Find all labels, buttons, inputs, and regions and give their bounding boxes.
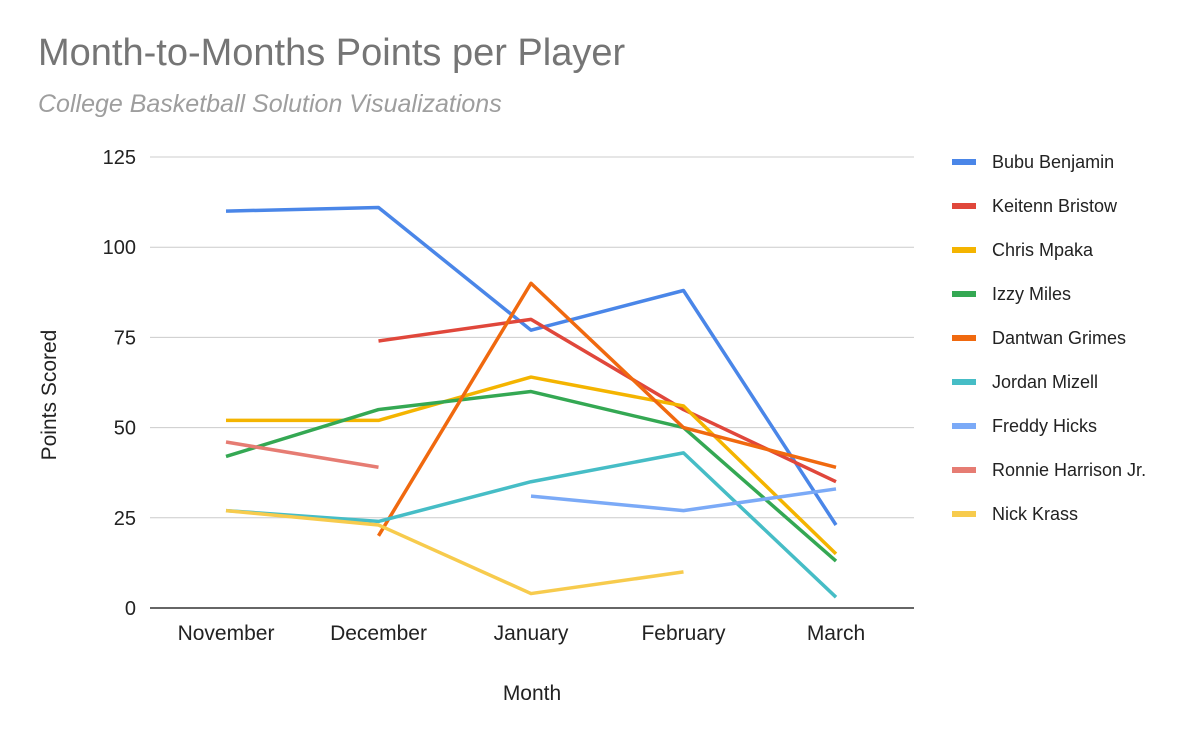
series-line-jordan-mizell [225, 451, 838, 599]
y-tick-label: 50 [114, 418, 136, 440]
legend-label: Nick Krass [992, 503, 1079, 524]
series-line-nick-krass [225, 508, 684, 596]
legend-label: Freddy Hicks [992, 415, 1098, 436]
x-axis-title: Month [503, 682, 561, 705]
legend-item: Bubu Benjamin [952, 140, 1192, 184]
legend-label: Izzy Miles [992, 283, 1072, 304]
x-tick-label: February [641, 622, 726, 645]
series-line-ronnie-harrison-jr [225, 440, 379, 470]
legend-swatch [952, 379, 976, 385]
series-segment [225, 451, 838, 599]
legend-swatch [952, 511, 976, 517]
series-lines [225, 205, 838, 599]
legend-swatch [952, 247, 976, 253]
legend-label: Dantwan Grimes [992, 327, 1127, 348]
legend-swatch [952, 335, 976, 341]
chart-legend: Bubu Benjamin Keitenn Bristow Chris Mpaka I… [952, 140, 1192, 536]
series-segment [225, 205, 838, 526]
series-line-bubu-benjamin [225, 205, 838, 526]
y-tick-label: 75 [114, 327, 136, 349]
legend-label: Jordan Mizell [992, 371, 1099, 392]
series-segment [530, 487, 837, 513]
series-line-chris-mpaka [226, 375, 838, 556]
legend-item: Nick Krass [952, 492, 1192, 536]
legend-item: Dantwan Grimes [952, 316, 1192, 360]
series-segment [226, 375, 838, 556]
series-segment [225, 389, 838, 563]
legend-item: Keitenn Bristow [952, 184, 1192, 228]
legend-label: Keitenn Bristow [992, 195, 1118, 216]
gridlines [150, 156, 914, 519]
legend-item: Ronnie Harrison Jr. [952, 448, 1192, 492]
series-segment [225, 440, 379, 470]
series-line-freddy-hicks [530, 487, 837, 513]
y-axis-title: Points Scored [38, 330, 61, 461]
x-tick-label: March [807, 622, 865, 645]
x-tick-label: January [494, 622, 569, 645]
series-line-izzy-miles [225, 389, 838, 563]
legend-swatch [952, 203, 976, 209]
y-tick-label: 25 [114, 508, 136, 530]
series-line-dantwan-grimes [377, 281, 837, 537]
legend-item: Jordan Mizell [952, 360, 1192, 404]
x-tick-label: November [178, 622, 275, 645]
legend-label: Ronnie Harrison Jr. [992, 459, 1147, 480]
legend-item: Izzy Miles [952, 272, 1192, 316]
legend-item: Chris Mpaka [952, 228, 1192, 272]
chart-subtitle: College Basketball Solution Visualizatio… [38, 90, 502, 118]
y-tick-label: 100 [103, 237, 136, 259]
chart-title: Month-to-Months Points per Player [38, 32, 626, 74]
x-tick-label: December [330, 622, 427, 645]
legend-item: Freddy Hicks [952, 404, 1192, 448]
legend-swatch [952, 467, 976, 473]
legend-swatch [952, 423, 976, 429]
legend-swatch [952, 159, 976, 165]
y-tick-label: 125 [103, 147, 136, 169]
legend-label: Chris Mpaka [992, 239, 1094, 260]
series-segment [377, 281, 837, 537]
axes: 0 25 50 75 100 125 November December January Febr… [103, 147, 914, 645]
legend-label: Bubu Benjamin [992, 151, 1115, 172]
y-tick-label: 0 [125, 598, 136, 620]
legend-swatch [952, 291, 976, 297]
series-segment [225, 508, 684, 596]
